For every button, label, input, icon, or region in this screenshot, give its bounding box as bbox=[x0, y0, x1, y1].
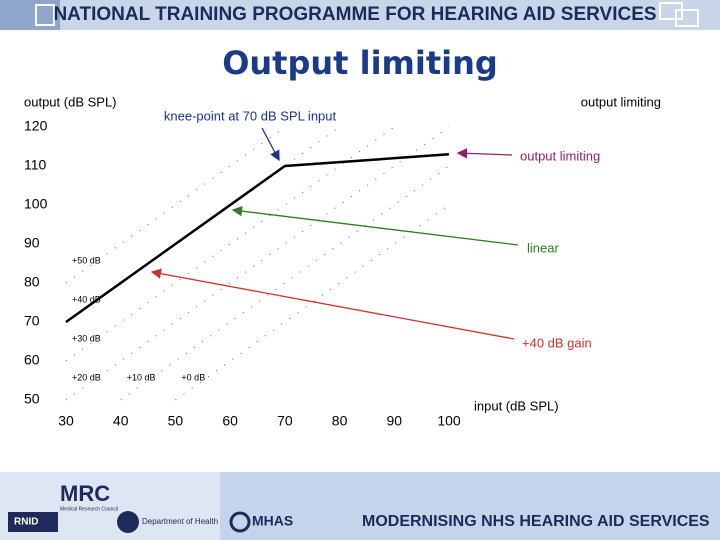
mrc-subtitle: Medical Research Council bbox=[60, 506, 118, 512]
annotation-arrow bbox=[231, 205, 519, 246]
gain-label: +30 dB bbox=[72, 333, 101, 343]
annotation: output limiting bbox=[520, 148, 600, 163]
rnid-logo bbox=[8, 512, 58, 532]
y-axis-label: output (dB SPL) bbox=[24, 94, 117, 109]
x-axis-label: input (dB SPL) bbox=[474, 398, 559, 413]
footer-banner: MODERNISING NHS HEARING AID SERVICES bbox=[362, 513, 710, 530]
y-tick-label: 90 bbox=[24, 235, 40, 251]
header-banner: NATIONAL TRAINING PROGRAMME FOR HEARING … bbox=[53, 4, 656, 25]
x-tick-label: 70 bbox=[277, 413, 293, 429]
y-tick-label: 80 bbox=[24, 274, 40, 290]
x-tick-label: 90 bbox=[386, 413, 402, 429]
footer-band-right bbox=[220, 472, 720, 540]
footer: RNID MRC Medical Research Council Depart… bbox=[0, 472, 720, 540]
y-tick-label: 120 bbox=[24, 118, 48, 134]
annotation: knee-point at 70 dB SPL input bbox=[164, 108, 337, 123]
annotation-arrow bbox=[261, 127, 280, 162]
plot: 50 60 70 80 90 100 110 120 30 40 50 60 70 80 90 100 +50 … bbox=[24, 108, 600, 428]
annotation: +40 dB gain bbox=[522, 335, 592, 350]
mhas-text: MHAS bbox=[252, 513, 293, 529]
gain-line bbox=[175, 204, 450, 401]
gain-label: +0 dB bbox=[181, 372, 205, 382]
header-square bbox=[35, 4, 55, 26]
gain-label: +10 dB bbox=[127, 372, 156, 382]
x-tick-label: 100 bbox=[437, 413, 461, 429]
gain-label: +50 dB bbox=[72, 255, 101, 265]
y-tick-label: 60 bbox=[24, 352, 40, 368]
y-tick-label: 70 bbox=[24, 313, 40, 329]
gain-label: +20 dB bbox=[72, 372, 101, 382]
dh-text: Department of Health bbox=[142, 517, 218, 526]
dh-logo bbox=[117, 511, 139, 533]
x-tick-label: 60 bbox=[222, 413, 238, 429]
slide-title: Output limiting bbox=[222, 44, 498, 82]
annotation: linear bbox=[527, 240, 559, 255]
chart-title: output limiting bbox=[581, 94, 661, 109]
rnid-text: RNID bbox=[14, 517, 38, 528]
io-line bbox=[65, 153, 450, 324]
gain-line bbox=[65, 126, 450, 401]
x-tick-label: 80 bbox=[332, 413, 348, 429]
gain-line bbox=[120, 165, 450, 401]
annotation-arrow bbox=[456, 148, 513, 159]
y-tick-label: 50 bbox=[24, 391, 40, 407]
x-tick-label: 50 bbox=[168, 413, 184, 429]
y-tick-label: 100 bbox=[24, 196, 48, 212]
y-tick-label: 110 bbox=[24, 157, 47, 173]
header-square bbox=[675, 9, 699, 27]
header-band bbox=[0, 0, 720, 30]
annotation-arrow bbox=[150, 268, 515, 340]
x-tick-label: 30 bbox=[58, 413, 74, 429]
mrc-logo: MRC bbox=[60, 481, 110, 506]
x-tick-label: 40 bbox=[113, 413, 129, 429]
gain-label: +40 dB bbox=[72, 294, 101, 304]
mhas-logo bbox=[229, 511, 251, 533]
